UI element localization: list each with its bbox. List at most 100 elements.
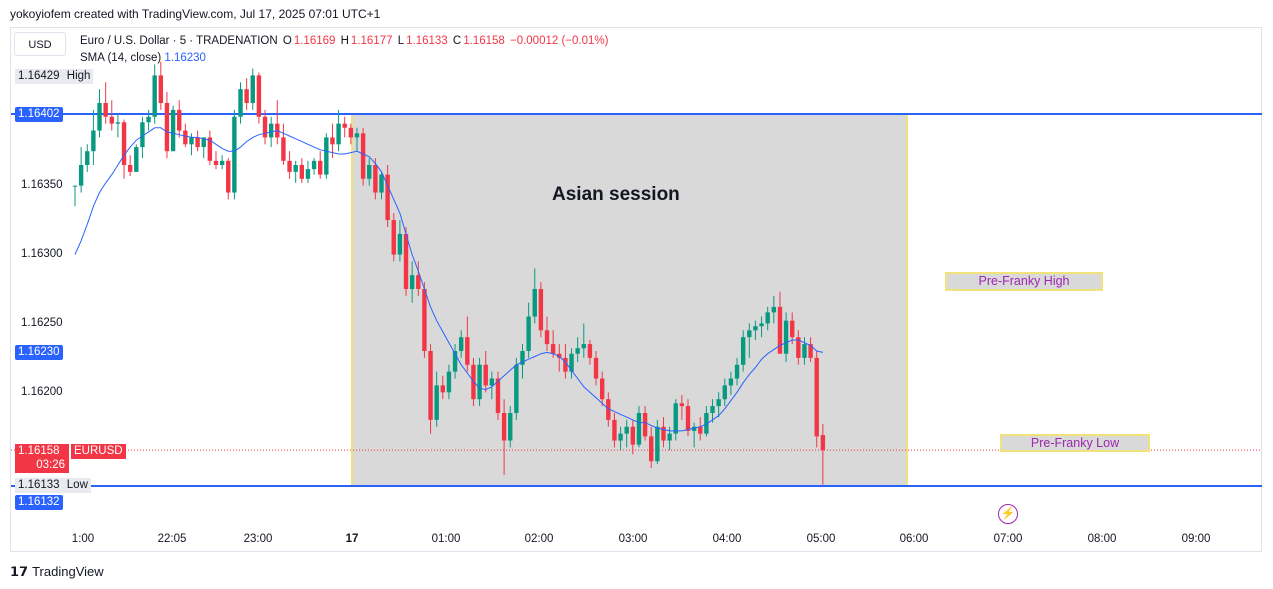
sma-price-tag: 1.16230 bbox=[15, 345, 63, 360]
candle-body bbox=[691, 426, 697, 431]
asian-session-box bbox=[351, 113, 908, 487]
candle-body bbox=[446, 371, 452, 393]
candle-body bbox=[78, 164, 84, 186]
candle-body bbox=[250, 75, 255, 103]
bar-countdown: 03:26 bbox=[15, 458, 69, 473]
candle-body bbox=[268, 123, 274, 138]
candle-body bbox=[458, 337, 464, 351]
current-symbol-tag: EURUSD bbox=[71, 444, 126, 459]
sma-label: SMA (14, close) bbox=[80, 52, 162, 64]
candle-body bbox=[783, 320, 789, 354]
candle-body bbox=[391, 220, 396, 255]
high-price-caption: High bbox=[66, 70, 91, 82]
close-label: C bbox=[452, 35, 462, 47]
candle-body bbox=[189, 137, 194, 145]
chart-frame bbox=[10, 27, 1262, 552]
candle-body bbox=[324, 137, 329, 175]
candle-body bbox=[698, 426, 703, 434]
high-label: H bbox=[340, 35, 349, 47]
candle-body bbox=[606, 399, 611, 420]
high-price-tag: 1.16429 High bbox=[15, 69, 94, 84]
candle-body bbox=[72, 185, 78, 187]
tradingview-logo[interactable]: 𝟭𝟳 TradingView bbox=[10, 564, 104, 580]
currency-button[interactable]: USD bbox=[14, 32, 66, 56]
change-value: −0.00012 (−0.01%) bbox=[509, 35, 609, 47]
candle-body bbox=[330, 137, 335, 145]
candle-body bbox=[587, 344, 593, 358]
pre-franky-high-box[interactable]: Pre-Franky High bbox=[945, 272, 1103, 291]
candle-body bbox=[814, 357, 819, 437]
candle-body bbox=[354, 133, 360, 138]
candle-body bbox=[624, 426, 629, 434]
x-tick-label: 17 bbox=[345, 533, 359, 545]
candle-body bbox=[649, 436, 654, 462]
sma-line bbox=[74, 127, 824, 432]
candle-body bbox=[183, 130, 188, 145]
x-tick-label: 05:00 bbox=[806, 533, 836, 545]
candle-body bbox=[747, 330, 752, 338]
candle-body bbox=[661, 426, 666, 441]
lightning-icon[interactable]: ⚡ bbox=[998, 504, 1018, 524]
candle-body bbox=[728, 378, 734, 386]
close-value: 1.16158 bbox=[463, 35, 505, 47]
candle-body bbox=[734, 364, 740, 379]
candle-body bbox=[256, 75, 262, 117]
low-value: 1.16133 bbox=[406, 35, 448, 47]
candle-body bbox=[501, 412, 507, 441]
candle-body bbox=[201, 137, 206, 148]
tv-logo-icon: 𝟭𝟳 bbox=[10, 564, 29, 579]
y-tick-label: 1.16300 bbox=[21, 248, 63, 260]
candle-body bbox=[465, 337, 470, 365]
candle-body bbox=[293, 164, 298, 172]
x-tick-label: 01:00 bbox=[431, 533, 461, 545]
candle-body bbox=[422, 288, 427, 351]
candle-body bbox=[170, 109, 176, 152]
candle-body bbox=[103, 102, 108, 117]
candle-body bbox=[409, 275, 415, 289]
low-price-caption: Low bbox=[66, 479, 88, 491]
candle-body bbox=[796, 337, 801, 358]
candle-body bbox=[581, 344, 586, 349]
low-label: L bbox=[397, 35, 405, 47]
candle-body bbox=[710, 406, 715, 413]
candle-body bbox=[685, 406, 691, 431]
candle-body bbox=[679, 403, 685, 407]
candle-body bbox=[385, 174, 390, 221]
candle-body bbox=[299, 164, 305, 179]
candle-body bbox=[109, 116, 114, 124]
candle-body bbox=[318, 160, 323, 175]
candle-body bbox=[373, 164, 378, 193]
candle-body bbox=[520, 350, 525, 365]
candle-body bbox=[207, 137, 213, 161]
candle-body bbox=[403, 233, 409, 289]
candle-body bbox=[673, 403, 678, 434]
pre-franky-low-box[interactable]: Pre-Franky Low bbox=[1000, 434, 1150, 452]
sma-value: 1.16230 bbox=[164, 52, 206, 64]
candle-body bbox=[716, 399, 721, 407]
candle-body bbox=[771, 306, 777, 313]
candle-body bbox=[232, 116, 237, 193]
candle-body bbox=[140, 122, 145, 148]
candle-body bbox=[557, 353, 562, 358]
y-tick-label: 1.16250 bbox=[21, 317, 63, 329]
x-tick-label: 06:00 bbox=[899, 533, 929, 545]
candle-body bbox=[777, 306, 783, 354]
candle-body bbox=[336, 123, 341, 145]
open-label: O bbox=[282, 35, 292, 47]
candle-body bbox=[636, 412, 642, 445]
asian-session-label[interactable]: Asian session bbox=[552, 184, 680, 205]
candle-body bbox=[152, 75, 157, 117]
candle-body bbox=[489, 378, 495, 386]
candle-body bbox=[134, 147, 139, 172]
x-tick-label: 03:00 bbox=[618, 533, 648, 545]
sma-legend[interactable]: SMA (14, close) 1.16230 bbox=[80, 52, 206, 64]
candle-body bbox=[213, 160, 219, 165]
candle-body bbox=[452, 350, 458, 372]
candle-body bbox=[367, 164, 372, 179]
candle-body bbox=[593, 357, 599, 379]
candle-body bbox=[311, 160, 317, 170]
symbol-title[interactable]: Euro / U.S. Dollar · 5 · TRADENATION bbox=[80, 35, 278, 47]
candle-body bbox=[127, 164, 133, 172]
candle-body bbox=[538, 288, 544, 331]
